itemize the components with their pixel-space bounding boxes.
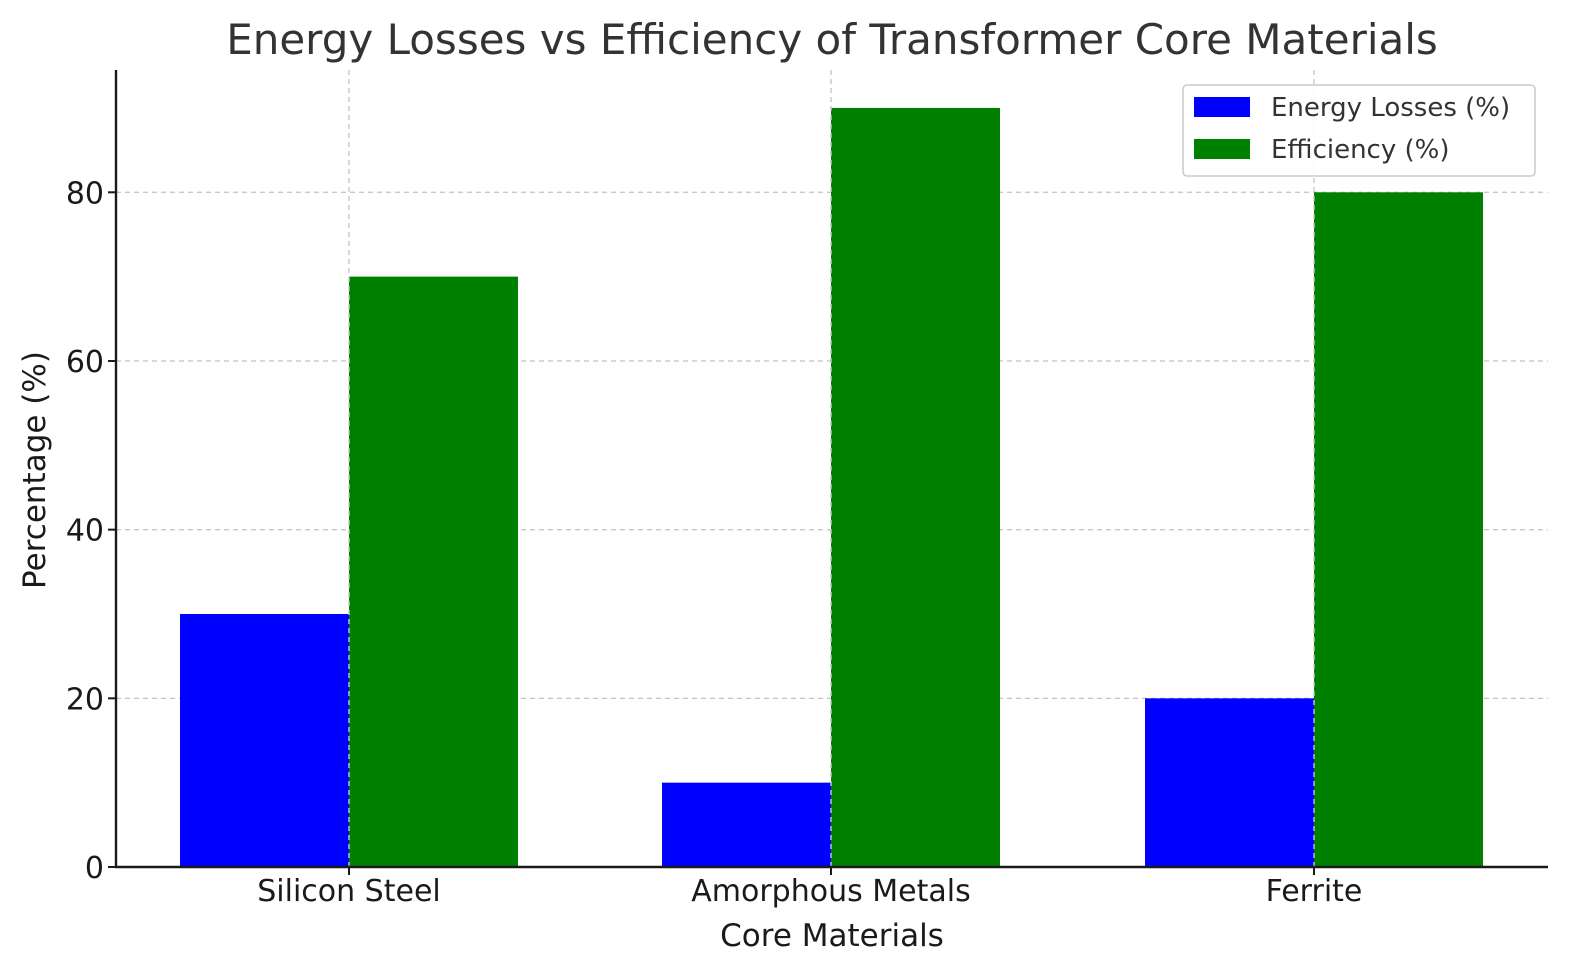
- vertical-grid: [348, 70, 1315, 867]
- y-tick-label: 20: [66, 682, 104, 717]
- x-tick-label: Ferrite: [1266, 874, 1363, 909]
- legend: Energy Losses (%) Efficiency (%): [1182, 84, 1536, 177]
- legend-frame: [1182, 84, 1536, 177]
- chart-title: Energy Losses vs Efficiency of Transform…: [226, 15, 1438, 64]
- tick-labels: 0 20 40 60 80 Silicon Steel Amorphous Metals Fe…: [66, 176, 1363, 909]
- bar-energy-losses-2: [1145, 698, 1314, 867]
- legend-label: Efficiency (%): [1271, 135, 1450, 165]
- y-tick-label: 60: [66, 345, 104, 380]
- bar-energy-losses-1: [662, 782, 831, 867]
- bars: [180, 107, 1483, 867]
- x-axis-label: Core Materials: [720, 918, 944, 954]
- x-tick-label: Silicon Steel: [257, 874, 441, 909]
- bar-energy-losses-0: [180, 613, 349, 867]
- bar-efficiency-0: [349, 276, 518, 867]
- y-tick-label: 80: [66, 176, 104, 211]
- y-axis-label: Percentage (%): [17, 351, 53, 589]
- x-tick-label: Amorphous Metals: [691, 874, 970, 909]
- legend-label: Energy Losses (%): [1271, 93, 1510, 123]
- bar-efficiency-2: [1314, 192, 1483, 867]
- legend-swatch: [1194, 97, 1250, 117]
- bar-efficiency-1: [831, 107, 1000, 867]
- legend-swatch: [1194, 139, 1250, 159]
- y-tick-label: 40: [66, 514, 104, 549]
- y-tick-label: 0: [85, 851, 104, 886]
